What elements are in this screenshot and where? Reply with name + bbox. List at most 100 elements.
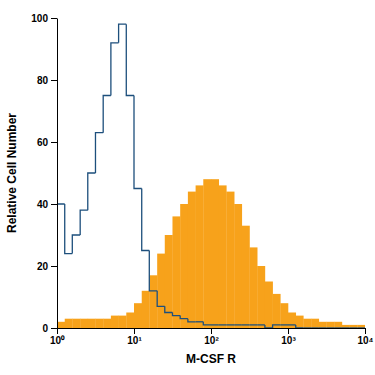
y-axis-title: Relative Cell Number <box>5 113 19 233</box>
x-tick: 10⁴ <box>357 328 373 346</box>
x-tick: 10² <box>204 328 219 346</box>
y-tick-mark <box>51 266 57 267</box>
histogram-step <box>142 189 150 251</box>
series <box>57 24 365 328</box>
histogram-bar <box>103 319 111 328</box>
histogram-step <box>226 324 234 325</box>
histogram-step <box>326 327 334 328</box>
histogram-step <box>72 235 80 254</box>
histogram-bar <box>226 192 234 328</box>
histogram-step <box>296 325 304 328</box>
histogram-step <box>273 325 281 328</box>
histogram-bar <box>357 325 365 328</box>
histogram-bar <box>288 313 296 329</box>
histogram-bar <box>134 303 142 328</box>
histogram-bar <box>95 319 103 328</box>
histogram-step <box>57 204 65 328</box>
histogram-bar <box>265 282 273 329</box>
plot: 10⁰ 10¹ 10² 10³ 10⁴ 0 20 40 60 80 100 <box>31 13 373 346</box>
histogram-step <box>188 319 196 322</box>
histogram-step <box>303 327 311 328</box>
histogram-bar <box>296 316 304 328</box>
histogram-step <box>180 316 188 319</box>
histogram-step <box>103 96 111 133</box>
histogram-step <box>249 324 257 325</box>
histogram-bar <box>211 179 219 328</box>
series <box>57 179 365 328</box>
histogram-step <box>172 313 180 316</box>
histogram-bar <box>203 179 211 328</box>
histogram-step <box>342 327 350 328</box>
x-tick-mark <box>365 328 366 334</box>
histogram-bar <box>196 185 204 328</box>
histogram-bar <box>111 316 119 328</box>
y-axis: 0 20 40 60 80 100 <box>31 13 57 334</box>
histogram-step <box>149 251 157 291</box>
x-tick: 10¹ <box>127 328 142 346</box>
x-tick-label: 10¹ <box>127 335 142 346</box>
histogram-step <box>157 291 165 307</box>
y-tick-label: 100 <box>31 13 48 24</box>
histogram-bar <box>165 235 173 328</box>
histogram-bar <box>257 266 265 328</box>
y-tick: 40 <box>37 199 57 210</box>
y-tick: 60 <box>37 137 57 148</box>
y-tick: 20 <box>37 261 57 272</box>
x-tick-mark <box>134 328 135 334</box>
histogram-bar <box>119 316 127 328</box>
y-tick-mark <box>51 142 57 143</box>
histogram-step <box>234 324 242 325</box>
histogram-bar <box>157 254 165 328</box>
y-axis-line <box>57 19 58 329</box>
x-tick-label: 10⁴ <box>357 335 373 346</box>
y-tick: 80 <box>37 75 57 86</box>
histogram-bar <box>172 216 180 328</box>
x-axis: 10⁰ 10¹ 10² 10³ 10⁴ <box>50 328 374 346</box>
histogram-bar <box>334 322 342 328</box>
marks <box>57 24 365 328</box>
histogram-bar <box>57 322 65 328</box>
histogram-step <box>211 324 219 325</box>
x-tick-mark <box>288 328 289 334</box>
x-axis-title: M-CSF R <box>186 352 236 366</box>
y-tick-mark <box>51 328 57 329</box>
histogram-step <box>265 325 273 328</box>
histogram-bar <box>219 185 227 328</box>
histogram-bar <box>188 192 196 328</box>
histogram-step <box>257 324 265 325</box>
x-tick-mark <box>211 328 212 334</box>
histogram-bar <box>149 275 157 328</box>
x-tick: 10³ <box>281 328 296 346</box>
histogram-step <box>319 327 327 328</box>
histogram-bar <box>303 319 311 328</box>
chart: 10⁰ 10¹ 10² 10³ 10⁴ 0 20 40 60 80 100 M-CSF R Relati… <box>0 0 375 375</box>
x-tick-label: 10³ <box>281 335 296 346</box>
histogram-step <box>203 322 211 325</box>
x-tick: 10⁰ <box>50 328 65 346</box>
histogram-step <box>288 324 296 325</box>
y-tick-mark <box>51 18 57 19</box>
y-tick-label: 80 <box>37 75 49 86</box>
histogram-bar <box>180 204 188 328</box>
histogram-step <box>88 173 96 210</box>
histogram-step <box>357 327 365 328</box>
histogram-step <box>196 321 204 322</box>
histogram-bar <box>342 325 350 328</box>
histogram-step <box>350 327 358 328</box>
y-tick-mark <box>51 80 57 81</box>
y-tick-label: 0 <box>42 323 48 334</box>
histogram-bar <box>88 319 96 328</box>
histogram-bar <box>65 319 73 328</box>
x-tick-mark <box>57 328 58 334</box>
histogram-bar <box>326 322 334 328</box>
histogram-bar <box>72 319 80 328</box>
histogram-step <box>126 24 134 95</box>
histogram-step <box>219 324 227 325</box>
histogram-bar <box>126 313 134 329</box>
x-tick-label: 10⁰ <box>50 335 65 346</box>
histogram-step <box>119 24 127 43</box>
histogram-bar <box>242 226 250 328</box>
x-tick-label: 10² <box>204 335 219 346</box>
histogram-step <box>242 324 250 325</box>
histogram-step <box>334 327 342 328</box>
